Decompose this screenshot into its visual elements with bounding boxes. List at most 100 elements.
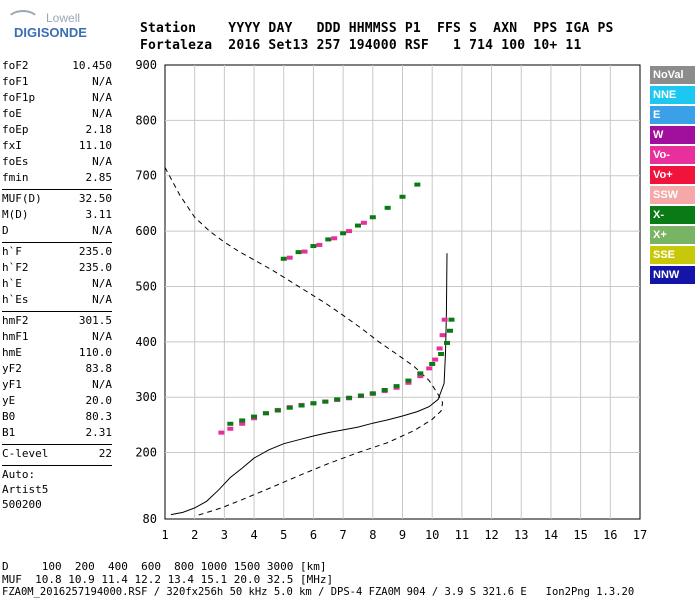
param-label: h`Es [2,293,29,306]
logo-arc-icon [6,10,40,34]
legend-item: NoVal [650,66,695,84]
param-row: foF1 N/A [2,74,112,90]
legend-item: NNW [650,266,695,284]
echo-point [436,346,443,351]
footer-muf-row: MUF 10.8 10.9 11.4 12.2 13.4 15.1 20.0 3… [2,573,334,586]
param-separator [2,242,112,243]
footer-distance-row: D 100 200 400 600 800 1000 1500 3000 [km… [2,560,327,573]
param-value: 235.0 [78,261,112,274]
echo-point [384,205,391,210]
echo-point [426,366,433,371]
param-label: hmE [2,346,22,359]
y-tick-label: 700 [135,169,157,183]
y-tick-label: 200 [135,446,157,460]
echo-point [354,223,361,228]
param-row: foF1p N/A [2,90,112,106]
param-label: yF1 [2,378,22,391]
param-value: N/A [92,277,112,290]
echo-point [310,244,317,249]
echo-point [441,317,448,322]
echo-point [239,421,246,426]
x-tick-label: 14 [544,528,558,542]
param-label: yF2 [2,362,22,375]
param-value: 32.50 [78,192,112,205]
param-row: fxI 11.10 [2,138,112,154]
param-value: 2.85 [85,171,113,184]
legend-item: X+ [650,226,695,244]
param-label: foF1p [2,91,36,104]
param-value: 3.11 [85,208,113,221]
echo-point [447,328,453,333]
param-value: 22 [98,447,112,460]
echo-point [334,397,341,402]
param-separator [2,311,112,312]
param-row: h`E N/A [2,276,112,292]
legend-item: NNE [650,86,695,104]
x-tick-label: 9 [399,528,406,542]
x-tick-label: 15 [573,528,587,542]
legend: NoVal NNE E W Vo- Vo+ SSW X- X+ SSE NNW [650,66,695,286]
param-row: hmF2 301.5 [2,313,112,329]
param-row: D N/A [2,223,112,239]
x-tick-label: 7 [340,528,347,542]
param-row: yE 20.0 [2,393,112,409]
echo-point [310,401,317,406]
echo-point [438,352,445,357]
y-tick-label: 500 [135,279,157,293]
echo-point [274,408,281,413]
param-label: B1 [2,426,16,439]
y-tick-label: 400 [135,335,157,349]
echo-point [417,371,424,376]
param-value: 301.5 [78,314,112,327]
param-label: hmF1 [2,330,29,343]
param-value: 2.31 [85,426,113,439]
param-row: C-level 22 [2,446,112,462]
param-row: hmF1 N/A [2,329,112,345]
echo-point [286,255,293,260]
true-height-profile-line [170,253,448,516]
x-tick-label: 1 [161,528,168,542]
param-value: 83.8 [85,362,113,375]
echo-point [448,317,455,322]
param-row: B1 2.31 [2,425,112,441]
param-value: N/A [92,293,112,306]
param-value: N/A [92,75,112,88]
echo-point [239,418,246,423]
param-value: 10.450 [72,59,112,72]
y-tick-label: 800 [135,113,157,127]
x-tick-label: 5 [280,528,287,542]
param-row: foEp 2.18 [2,122,112,138]
echo-point [262,411,269,416]
echo-point [251,414,258,419]
legend-item: Vo+ [650,166,695,184]
param-row: fmin 2.85 [2,170,112,186]
model-profile-line [164,167,444,517]
param-note: Artist5 [2,483,49,496]
param-separator [2,189,112,190]
footer-file-info: FZA0M_2016257194000.RSF / 320fx256h 50 k… [2,586,635,598]
echo-point [444,340,451,345]
param-row: B0 80.3 [2,409,112,425]
param-value: 110.0 [78,346,112,359]
param-label: C-level [2,447,49,460]
y-tick-label: 600 [135,224,157,238]
echo-point [325,237,332,242]
param-value: N/A [92,155,112,168]
param-row: h`F2 235.0 [2,260,112,276]
x-tick-label: 10 [425,528,439,542]
param-value: 2.18 [85,123,113,136]
param-value: 235.0 [78,245,112,258]
param-row: hmE 110.0 [2,345,112,361]
echo-point [227,426,234,431]
param-row: M(D) 3.11 [2,207,112,223]
x-tick-label: 8 [369,528,376,542]
echo-point [346,395,353,400]
y-tick-label: 900 [135,58,157,72]
echo-point [399,194,406,199]
param-label: h`F [2,245,22,258]
echo-point [218,430,225,435]
param-label: foEp [2,123,29,136]
param-label: h`F2 [2,261,29,274]
param-label: yE [2,394,16,407]
